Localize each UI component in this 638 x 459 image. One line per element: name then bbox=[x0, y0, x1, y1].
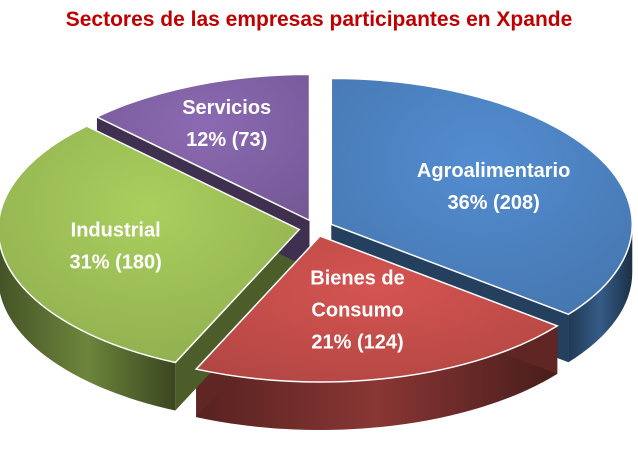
chart-title: Sectores de las empresas participantes e… bbox=[65, 8, 573, 31]
pie-slice-industrial bbox=[0, 125, 301, 364]
data-label-value-bienes-de-consumo: 21% (124) bbox=[311, 332, 403, 354]
data-label-name-servicios-0: Servicios bbox=[182, 97, 271, 119]
data-label-name-bienes-de-consumo-0: Bienes de bbox=[310, 268, 404, 290]
pie-side-bienes-de-consumo bbox=[196, 325, 558, 431]
pie-slice-bienes-de-consumo bbox=[194, 235, 559, 383]
data-label-name-industrial-0: Industrial bbox=[71, 220, 161, 242]
data-label-value-servicios: 12% (73) bbox=[186, 129, 267, 151]
pie-side-industrial bbox=[0, 244, 176, 411]
data-label-name-agroalimentario-0: Agroalimentario bbox=[417, 160, 570, 182]
pie-side-agroalimentario bbox=[568, 224, 633, 363]
data-label-value-agroalimentario: 36% (208) bbox=[447, 192, 539, 214]
data-label-name-bienes-de-consumo-1: Consumo bbox=[311, 300, 403, 322]
pie-slice-agroalimentario bbox=[330, 77, 634, 316]
pie-slice-servicios bbox=[95, 73, 311, 222]
data-label-value-industrial: 31% (180) bbox=[70, 252, 162, 274]
